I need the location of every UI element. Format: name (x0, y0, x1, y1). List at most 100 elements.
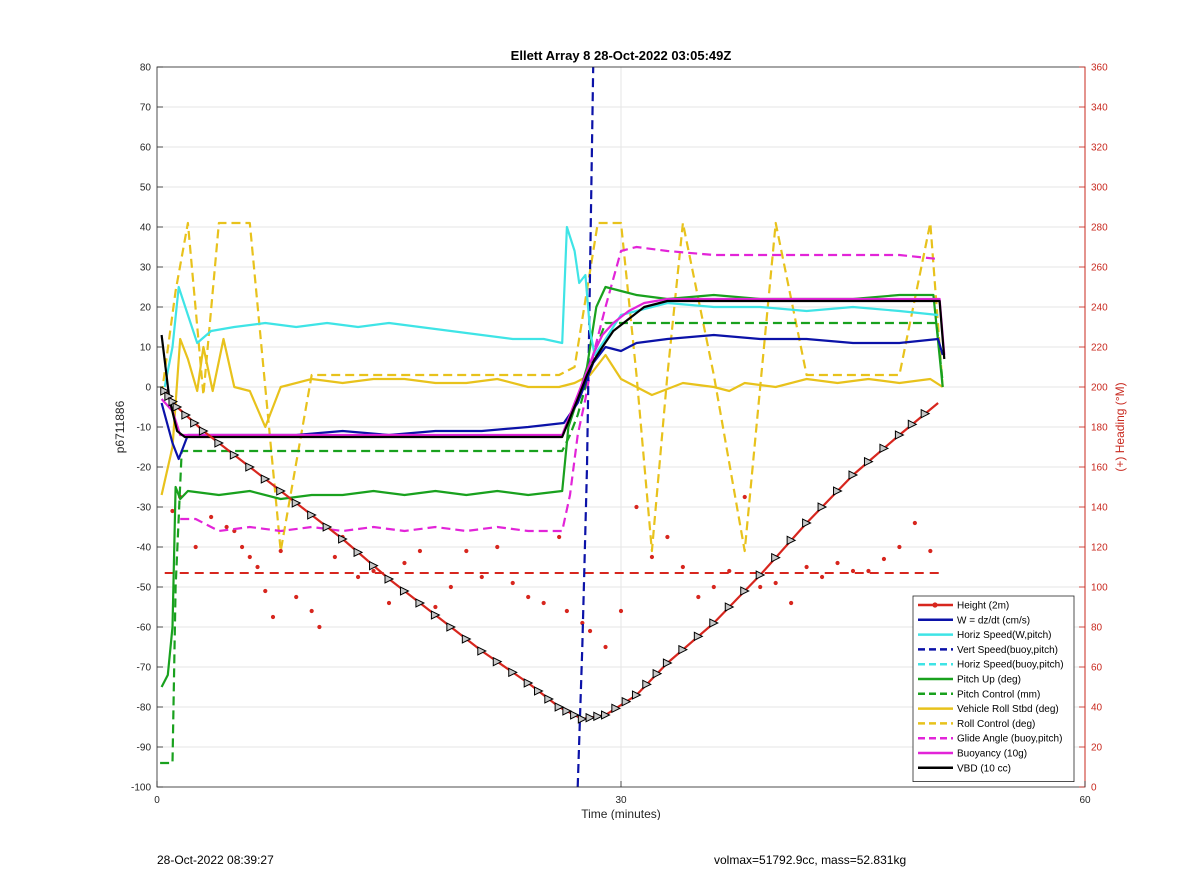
height-marker (562, 706, 572, 716)
heading-point (402, 560, 407, 566)
height-marker (384, 574, 395, 584)
y2-tick-label: 0 (1091, 783, 1097, 794)
height-marker (601, 710, 611, 720)
heading-point (649, 554, 655, 560)
height-marker (662, 658, 673, 668)
y2-tick-label: 60 (1091, 663, 1103, 674)
x-tick-label: 30 (615, 795, 627, 806)
y2-tick-label: 80 (1091, 623, 1103, 634)
heading-point (881, 556, 887, 562)
height-marker (190, 418, 200, 428)
y2-tick-label: 300 (1091, 183, 1108, 194)
heading-point (634, 504, 639, 510)
height-marker (642, 679, 652, 690)
y-tick-label: -70 (137, 663, 152, 674)
height-marker (338, 534, 348, 544)
y2-tick-label: 120 (1091, 543, 1108, 554)
y-tick-label: -30 (137, 503, 152, 514)
heading-point (495, 544, 500, 550)
heading-point (270, 614, 276, 620)
y-axis-label: p6711886 (113, 400, 127, 453)
heading-point (557, 534, 562, 540)
heading-point (819, 574, 825, 580)
heading-point (170, 508, 175, 514)
height-marker (907, 419, 918, 430)
height-marker (786, 535, 797, 546)
x-tick-label: 60 (1079, 795, 1091, 806)
legend-marker (932, 602, 938, 608)
height-marker (430, 610, 441, 620)
y-tick-label: 40 (140, 223, 152, 234)
heading-point (386, 600, 392, 606)
legend: Height (2m) W = dz/dt (cm/s) Horiz Speed(W… (912, 595, 1075, 783)
heading-point (448, 584, 453, 590)
y2-tick-label: 100 (1091, 583, 1108, 594)
series-line-vbd-10-cc (160, 299, 946, 439)
legend-label: Roll Control (deg) (957, 719, 1035, 730)
heading-point (309, 608, 314, 614)
legend-label: Pitch Up (deg) (957, 675, 1021, 686)
heading-point (928, 548, 933, 554)
height-marker (534, 686, 544, 696)
heading-point (758, 584, 763, 590)
heading-point (247, 554, 252, 560)
series-line-vehicle-roll-stbd-deg (160, 337, 944, 496)
height-marker (577, 714, 588, 724)
height-marker (229, 450, 240, 460)
series-line-buoyancy-10g (160, 297, 946, 437)
y2-tick-label: 320 (1091, 143, 1108, 154)
y2-tick-label: 140 (1091, 503, 1108, 514)
height-marker (446, 622, 456, 632)
series-line-pitch-up-deg (160, 285, 944, 688)
heading-point (804, 564, 809, 570)
height-marker (740, 586, 750, 596)
legend-box (912, 595, 1075, 783)
series-layer (160, 67, 946, 787)
series-line-horiz-speed-w-pitch (163, 225, 939, 388)
heading-point (541, 600, 546, 606)
y2-tick-label: 280 (1091, 223, 1108, 234)
heading-point (850, 568, 856, 574)
y-tick-label: 10 (140, 343, 152, 354)
height-marker (755, 570, 766, 580)
chart-title: Ellett Array 8 28-Oct-2022 03:05:49Z (511, 48, 732, 63)
height-marker (771, 552, 781, 563)
heading-point (371, 568, 376, 574)
height-marker (276, 486, 286, 496)
y2-tick-label: 40 (1091, 703, 1103, 714)
legend-label: VBD (10 cc) (957, 763, 1011, 774)
height-marker (817, 502, 828, 512)
heading-point (239, 544, 245, 550)
height-marker (198, 426, 209, 436)
y2-tick-label: 260 (1091, 263, 1108, 274)
legend-label: Horiz Speed(W,pitch) (957, 630, 1051, 641)
chart: 80706050403020100-10-20-30-40-50-60-70-8… (113, 48, 1127, 820)
height-marker (477, 646, 487, 656)
height-marker (214, 438, 224, 448)
height-marker (652, 668, 663, 679)
y2-tick-label: 20 (1091, 743, 1103, 754)
heading-point (209, 514, 214, 520)
ticks: 80706050403020100-10-20-30-40-50-60-70-8… (131, 63, 1108, 807)
y-tick-label: 0 (145, 383, 151, 394)
heading-point (711, 584, 716, 590)
height-marker (461, 634, 472, 644)
heading-point (696, 594, 701, 600)
height-marker (260, 474, 271, 484)
y2-tick-label: 180 (1091, 423, 1108, 434)
y-tick-label: -40 (137, 543, 152, 554)
heading-point (835, 560, 840, 566)
height-marker (523, 678, 534, 688)
legend-label: W = dz/dt (cm/s) (957, 615, 1030, 626)
heading-point (727, 568, 732, 574)
y-tick-label: 70 (140, 103, 152, 114)
heading-point (912, 520, 917, 526)
heading-point (665, 534, 670, 540)
legend-label: Vehicle Roll Stbd (deg) (957, 704, 1059, 715)
heading-point (332, 554, 337, 560)
y-tick-label: 80 (140, 63, 152, 74)
heading-point (680, 564, 685, 570)
series-line-glide-angle-buoy-pitch (180, 245, 939, 533)
heading-point (224, 524, 229, 530)
heading-point (193, 544, 198, 550)
